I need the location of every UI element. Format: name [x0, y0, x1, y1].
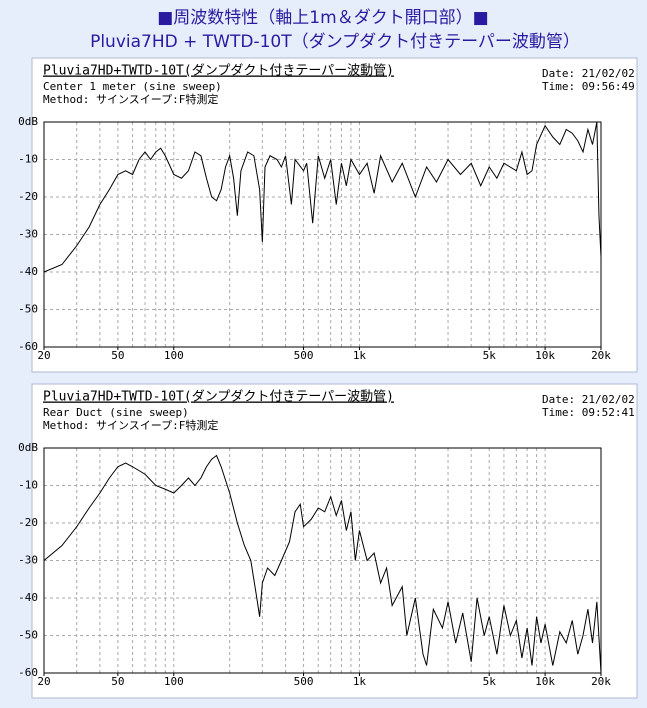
x-tick-label: 50 [111, 349, 124, 362]
y-tick-label: -50 [18, 303, 38, 316]
x-tick-label: 1k [353, 349, 367, 362]
x-tick-label: 500 [294, 349, 314, 362]
y-tick-label: -50 [18, 629, 38, 642]
y-tick-label: 0dB [18, 115, 38, 128]
time-label: Time: 09:52:41 [542, 406, 635, 419]
x-tick-label: 1k [353, 675, 367, 688]
y-tick-label: -30 [18, 228, 38, 241]
y-tick-label: -10 [18, 479, 38, 492]
x-tick-label: 5k [483, 349, 497, 362]
x-tick-label: 20k [591, 675, 611, 688]
plot-frame [43, 121, 602, 348]
data-line [43, 121, 602, 273]
y-tick-label: 0dB [18, 441, 38, 454]
date-label: Date: 21/02/02 [542, 393, 635, 406]
chart-title: Pluvia7HD+TWTD-10T(ダンプダクト付きテーパー波動管) [43, 390, 394, 405]
page-subtitle: Pluvia7HD + TWTD-10T（ダンプダクト付きテーパー波動管） [90, 32, 580, 52]
x-tick-label: 100 [164, 675, 184, 688]
chart-title: Pluvia7HD+TWTD-10T(ダンプダクト付きテーパー波動管) [43, 64, 394, 79]
y-tick-label: -20 [18, 190, 38, 203]
x-tick-label: 10k [535, 675, 555, 688]
x-tick-label: 5k [483, 675, 497, 688]
time-label: Time: 09:56:49 [542, 80, 635, 93]
page-title: ■周波数特性（軸上1m＆ダクト開口部）■ [157, 8, 489, 28]
x-tick-label: 20k [591, 349, 611, 362]
y-tick-label: -60 [18, 340, 38, 353]
y-tick-label: -20 [18, 516, 38, 529]
x-tick-label: 20 [37, 675, 50, 688]
chart-subtitle: Rear Duct (sine sweep) [43, 406, 189, 419]
y-tick-label: -40 [18, 591, 38, 604]
x-tick-label: 500 [294, 675, 314, 688]
y-tick-label: -40 [18, 265, 38, 278]
chart-subtitle: Center 1 meter (sine sweep) [43, 80, 222, 93]
y-tick-label: -60 [18, 666, 38, 679]
method-label: Method: サインスイープ:F特測定 [43, 418, 218, 432]
data-line [43, 454, 602, 674]
x-tick-label: 20 [37, 349, 50, 362]
date-label: Date: 21/02/02 [542, 67, 635, 80]
x-tick-label: 10k [535, 349, 555, 362]
x-tick-label: 50 [111, 675, 124, 688]
x-tick-label: 100 [164, 349, 184, 362]
y-tick-label: -10 [18, 153, 38, 166]
method-label: Method: サインスイープ:F特測定 [43, 92, 218, 106]
y-tick-label: -30 [18, 554, 38, 567]
